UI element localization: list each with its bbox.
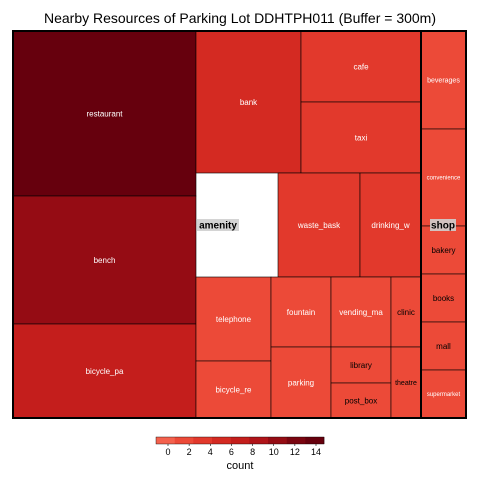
legend-tick-label: 12: [290, 447, 300, 457]
legend-swatch: [268, 437, 287, 444]
tile-label-post-box: post_box: [345, 396, 377, 405]
tile-label-bicycle-re: bicycle_re: [215, 385, 252, 394]
tile-label-bicycle-pa: bicycle_pa: [86, 367, 124, 376]
tile-label-taxi: taxi: [355, 133, 368, 142]
tile-label-library: library: [350, 361, 372, 370]
group-label-amenity: amenity: [199, 221, 237, 232]
legend: 0 2 4 6 8 10 12 14 count: [155, 436, 325, 472]
legend-tick-label: 8: [250, 447, 255, 457]
tile-bicycle-re: [195, 360, 272, 419]
tile-label-bank: bank: [240, 98, 258, 107]
tile-label-vending-ma: vending_ma: [339, 308, 383, 317]
tile-label-cafe: cafe: [353, 62, 369, 71]
tile-label-clinic: clinic: [397, 308, 415, 317]
legend-swatch: [230, 437, 250, 444]
tile-label-bench: bench: [94, 256, 116, 265]
tile-bank: [195, 30, 302, 174]
tile-convenience: [420, 128, 467, 227]
group-shop: beverages convenience bakery books mall super…: [420, 30, 467, 419]
tile-parking: [270, 346, 332, 419]
group-amenity: restaurant bench bicycle_pa bank cafe taxi was…: [12, 30, 422, 419]
tile-telephone: [195, 276, 272, 362]
tile-waste-bask: [277, 172, 361, 278]
tile-label-parking: parking: [288, 378, 314, 387]
tile-bench: [12, 195, 197, 325]
tile-label-waste-bask: waste_bask: [297, 221, 341, 230]
tile-label-theatre: theatre: [395, 380, 417, 387]
group-label-bg-shop: [430, 219, 456, 231]
chart-title: Nearby Resources of Parking Lot DDHTPH01…: [43, 10, 437, 26]
tile-drinking-w: [359, 172, 422, 278]
tile-label-convenience: convenience: [427, 176, 461, 182]
legend-swatch: [286, 437, 306, 444]
tile-label-drinking-w: drinking_w: [371, 221, 409, 230]
tile-label-fountain: fountain: [287, 308, 315, 317]
legend-swatch: [212, 437, 231, 444]
legend-tick-label: 14: [311, 447, 321, 457]
tile-beverages: [420, 30, 467, 130]
legend-title: count: [227, 460, 254, 472]
group-border-shop: [420, 30, 467, 419]
legend-frame: [155, 436, 325, 445]
tile-label-beverages: beverages: [427, 77, 460, 84]
legend-swatch: [193, 437, 213, 444]
tile-mall: [420, 321, 467, 371]
legend-tick-label: 4: [208, 447, 213, 457]
tile-bakery: [420, 225, 467, 275]
tile-clinic: [390, 276, 422, 348]
group-label-bg-amenity: [197, 219, 239, 231]
legend-swatch: [305, 437, 325, 444]
tile-label-telephone: telephone: [216, 315, 252, 324]
legend-tick-label: 2: [187, 447, 192, 457]
legend-tick-label: 0: [165, 447, 170, 457]
tile-library: [330, 346, 392, 384]
group-label-shop: shop: [431, 221, 455, 232]
legend-swatch: [249, 437, 269, 444]
legend-swatch: [156, 437, 175, 444]
tile-label-restaurant: restaurant: [86, 109, 123, 118]
legend-tick-label: 10: [269, 447, 279, 457]
tile-vending-ma: [330, 276, 392, 348]
tile-label-supermarket: supermarket: [427, 392, 461, 398]
tile-label-mall: mall: [436, 342, 451, 351]
legend-tick-label: 6: [229, 447, 234, 457]
tile-label-books: books: [433, 294, 454, 303]
tile-label-bakery: bakery: [431, 246, 455, 255]
tile-taxi: [300, 101, 422, 174]
legend-swatch: [174, 437, 194, 444]
